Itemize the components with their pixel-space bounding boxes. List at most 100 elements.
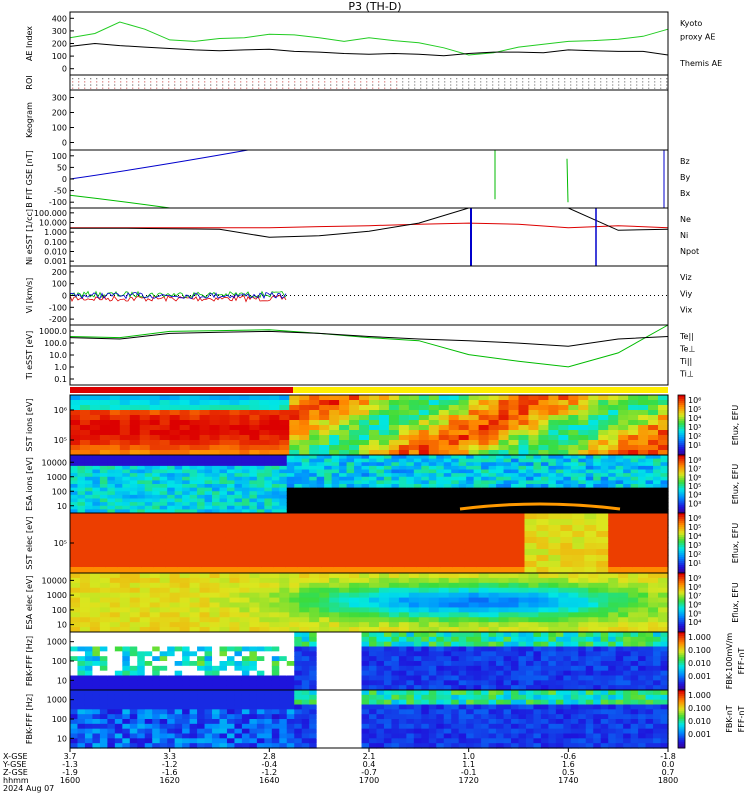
esa-ion-cell: [159, 494, 168, 500]
esa-elec-cell: [309, 592, 320, 599]
sst-ion-cell: [119, 415, 131, 421]
sst-elec-cell: [572, 567, 585, 574]
sst-elec-cell: [297, 543, 310, 550]
roi-dot: [180, 87, 182, 89]
sst-ion-cell: [99, 425, 111, 431]
esa-ion-cell: [421, 509, 430, 514]
esa-ion-cell: [197, 455, 206, 460]
sst-ion-cell: [408, 440, 420, 446]
esa-ion-cell: [376, 476, 385, 481]
roi-dot: [540, 87, 542, 89]
esa-ion-cell: [585, 509, 594, 514]
fbk-cell: [234, 665, 243, 672]
fbk-cell: [197, 709, 206, 715]
fbk-cell: [331, 680, 340, 686]
fbk-cell: [354, 665, 363, 672]
sst-elec-cell: [512, 513, 526, 520]
roi-dot: [144, 87, 146, 89]
esa-elec-cell: [518, 592, 530, 599]
esa-ion-cell: [107, 473, 116, 478]
roi-dot: [534, 81, 536, 83]
sst-ion-cell: [398, 395, 410, 401]
esa-ion-cell: [428, 480, 437, 485]
fbk-cell: [361, 641, 370, 648]
esa-ion-cell: [623, 462, 632, 467]
sst-ion-cell: [129, 395, 141, 401]
esa-elec-cell: [239, 622, 250, 628]
esa-ion-cell: [540, 462, 549, 467]
fbk-cell: [77, 704, 86, 710]
esa-ion-cell: [114, 469, 123, 474]
esa-elec-cell: [558, 622, 569, 628]
roi-dot: [126, 81, 128, 83]
esa-ion-cell: [279, 487, 288, 492]
esa-ion-cell: [234, 494, 243, 500]
esa-elec-cell: [369, 622, 380, 628]
esa-ion-cell: [324, 498, 333, 503]
esa-elec-cell: [538, 622, 549, 628]
legend-item: Vix: [680, 306, 693, 315]
esa-elec-cell: [518, 622, 530, 628]
esa-ion-cell: [623, 476, 632, 481]
sst-elec-cell: [404, 525, 418, 532]
esa-ion-cell: [92, 505, 101, 510]
esa-elec-cell: [508, 577, 520, 584]
sst-ion-cell: [349, 450, 360, 456]
esa-ion-cell: [623, 455, 632, 460]
sst-elec-cell: [392, 561, 406, 568]
sst-ion-cell: [259, 445, 270, 451]
sst-ion-cell: [279, 405, 290, 411]
esa-ion-cell: [563, 465, 572, 471]
sst-elec-cell: [345, 549, 358, 556]
fbk-cell: [548, 675, 557, 681]
esa-ion-cell: [451, 455, 460, 460]
roi-dot: [504, 81, 506, 83]
sst-elec-cell: [416, 537, 430, 544]
fbk-cell: [99, 733, 108, 739]
fbk-cell: [578, 675, 587, 681]
sst-ion-cell: [568, 405, 579, 411]
roi-dot: [576, 87, 578, 89]
sst-elec-cell: [129, 525, 143, 532]
esa-ion-cell: [511, 484, 520, 489]
fbk-cell: [540, 661, 549, 667]
roi-dot: [360, 84, 362, 86]
esa-elec-cell: [538, 602, 549, 609]
fbk-cell: [77, 661, 86, 667]
esa-ion-cell: [234, 480, 243, 485]
esa-ion-cell: [286, 498, 295, 503]
fbk-cell: [615, 641, 624, 648]
sst-elec-cell: [608, 561, 621, 568]
sst-ion-cell: [548, 395, 559, 401]
esa-elec-cell: [408, 582, 420, 589]
fbk-cell: [92, 728, 101, 735]
esa-ion-cell: [226, 476, 236, 481]
esa-ion-cell: [503, 484, 512, 489]
fbk-cell: [129, 694, 138, 701]
esa-ion-cell: [398, 455, 407, 460]
esa-ion-cell: [615, 469, 624, 474]
sst-elec-cell: [81, 537, 95, 544]
roi-dot: [660, 81, 662, 83]
fbk-cell: [525, 636, 535, 643]
esa-elec-cell: [438, 612, 450, 618]
esa-ion-cell: [219, 502, 228, 507]
esa-elec-cell: [149, 607, 161, 613]
esa-elec-cell: [349, 597, 360, 604]
sst-elec-cell: [548, 531, 561, 538]
esa-ion-cell: [92, 473, 101, 478]
fbk-cell: [92, 670, 101, 677]
roi-dot: [120, 87, 122, 89]
esa-elec-cell: [538, 607, 549, 613]
esa-elec-cell: [279, 622, 290, 628]
sst-ion-cell: [199, 440, 211, 446]
sst-elec-cell: [428, 555, 442, 562]
fbk-cell: [159, 651, 168, 657]
esa-elec-cell: [89, 587, 101, 594]
fbk-cell: [122, 709, 131, 715]
esa-ion-cell: [264, 476, 273, 481]
fbk-cell: [122, 661, 131, 667]
fbk-cell: [107, 743, 116, 749]
fbk-cell: [570, 661, 579, 667]
esa-ion-cell: [406, 480, 415, 485]
